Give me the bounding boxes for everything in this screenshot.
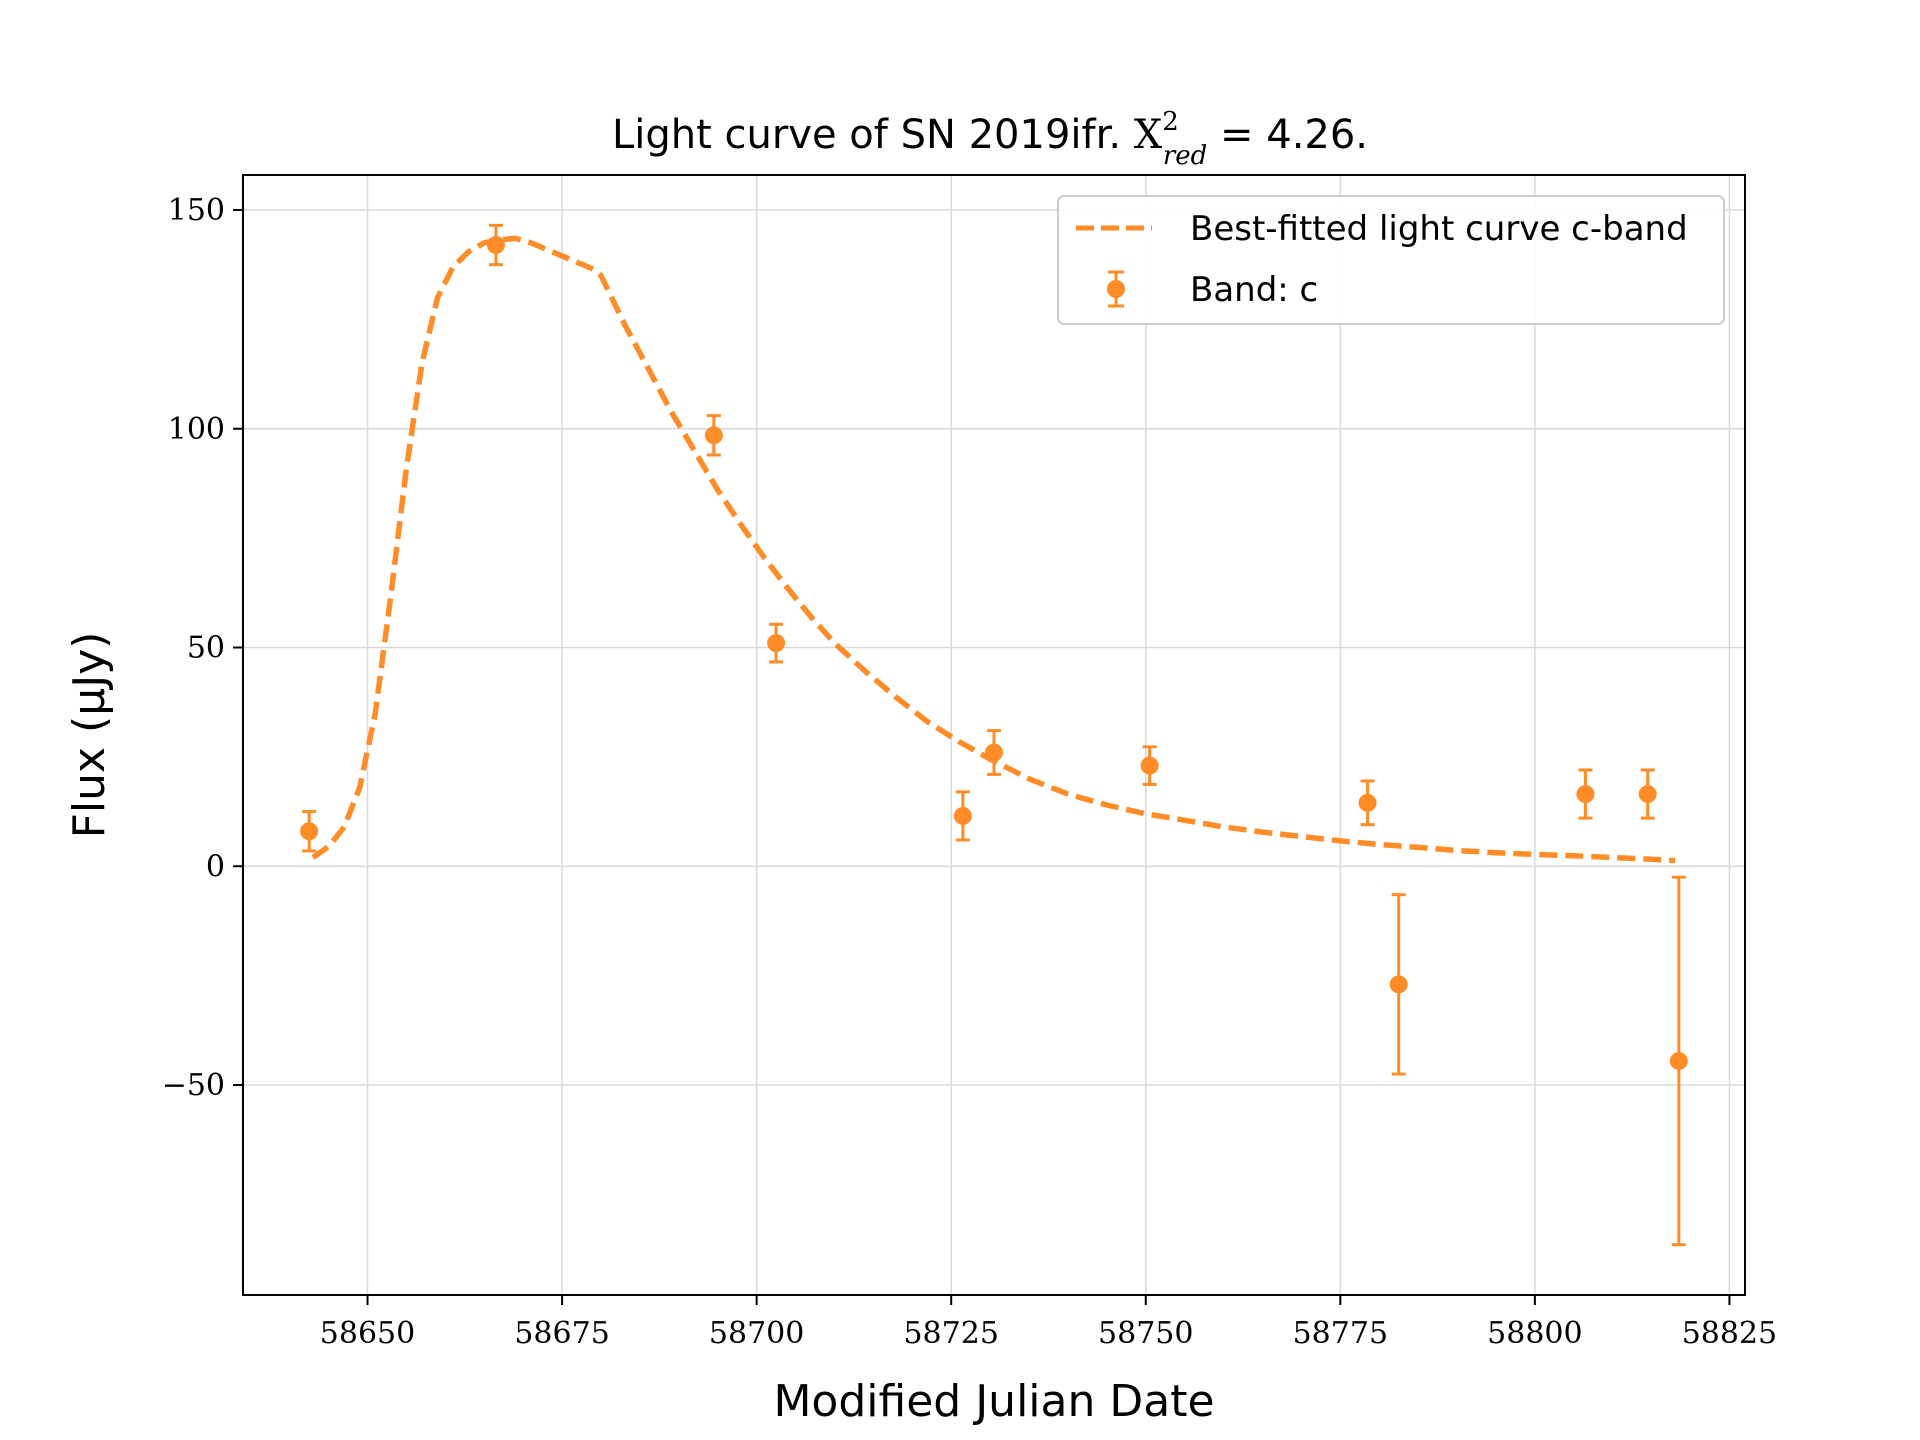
chi-symbol: X [1134,112,1163,158]
point-marker-5 [985,743,1003,762]
point-marker-8 [1389,975,1408,994]
x-tick-label-0: 58650 [320,1316,415,1351]
point-marker-6 [1140,756,1159,775]
data-point-8 [1389,893,1408,1076]
point-marker-0 [300,822,319,841]
data-point-4 [953,790,972,842]
fit-curve-layer [311,235,1676,864]
legend-marker-swatch [1107,280,1125,298]
data-point-0 [300,810,319,853]
x-axis-label: Modified Julian Date [773,1376,1214,1427]
data-point-5 [985,729,1003,776]
point-marker-9 [1576,785,1595,804]
axis-ticks: 58650 58675 58700 58725 58750 58775 58800 58825… [162,193,1777,1351]
title-prefix: Light curve of SN 2019ifr. [612,112,1134,158]
point-marker-1 [486,236,505,254]
data-point-11 [1669,875,1688,1247]
data-point-10 [1638,768,1657,820]
point-marker-11 [1669,1051,1688,1070]
chi-superscript: 2 [1162,107,1179,137]
x-tick-label-2: 58700 [709,1316,804,1351]
point-marker-7 [1358,793,1377,812]
fit-curve-line [311,235,1676,864]
legend-label-band: Band: c [1190,270,1318,310]
plot-frame [242,174,1746,1296]
data-point-6 [1140,745,1159,786]
data-point-3 [767,622,786,664]
x-tick-label-3: 58725 [903,1316,998,1351]
x-tick-label-5: 58775 [1293,1316,1388,1351]
x-tick-label-4: 58750 [1098,1316,1193,1351]
legend-label-fit: Best-fitted light curve c-band [1190,209,1688,249]
y-axis-label: Flux (μJy) [64,632,115,839]
point-marker-4 [953,806,972,825]
y-tick-label-1: 0 [206,849,225,884]
chi-subscript: red [1163,141,1207,171]
point-marker-10 [1638,785,1657,804]
legend-box [1057,195,1725,325]
legend: Best-fitted light curve c-band Band: c [1057,195,1725,325]
x-tick-label-6: 58800 [1487,1316,1582,1351]
x-tick-label-1: 58675 [514,1316,609,1351]
point-marker-2 [704,426,723,445]
data-points-layer [300,223,1688,1247]
y-tick-label-2: 50 [187,631,225,666]
data-point-7 [1358,779,1377,827]
y-tick-label-3: 100 [168,412,225,447]
x-tick-label-7: 58825 [1682,1316,1777,1351]
data-point-2 [704,414,723,457]
y-tick-label-0: −50 [162,1068,225,1103]
data-point-1 [486,223,505,267]
chart-title: Light curve of SN 2019ifr. X2 red = 4.26. [612,107,1368,171]
point-marker-3 [767,634,786,653]
y-tick-label-4: 150 [168,193,225,228]
data-point-9 [1576,768,1595,820]
title-suffix: = 4.26. [1207,112,1368,158]
